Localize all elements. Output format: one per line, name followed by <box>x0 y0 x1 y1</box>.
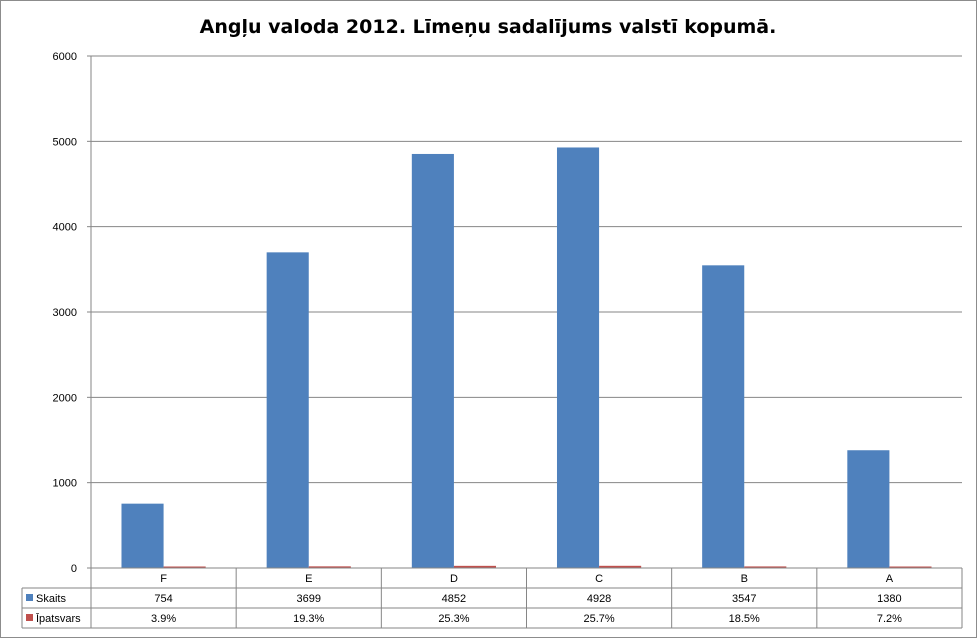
data-label: 4852 <box>442 593 466 605</box>
data-label: 7.2% <box>877 613 902 625</box>
x-tick-label: B <box>741 573 748 585</box>
x-tick-label: C <box>595 573 603 585</box>
data-label: 3547 <box>732 593 756 605</box>
data-label: 4928 <box>587 593 611 605</box>
y-tick-label: 6000 <box>53 51 77 63</box>
data-label: 25.3% <box>438 613 469 625</box>
x-tick-label: E <box>305 573 312 585</box>
data-label: 19.3% <box>293 613 324 625</box>
data-label: 3.9% <box>151 613 176 625</box>
bar--patsvars-b <box>744 566 787 568</box>
bar--patsvars-a <box>889 566 932 568</box>
y-tick-label: 3000 <box>53 307 77 319</box>
y-tick-label: 0 <box>71 563 77 575</box>
bar-skaits-e <box>266 252 309 569</box>
bar-skaits-c <box>556 147 600 568</box>
bar-skaits-d <box>411 153 454 569</box>
data-label: 754 <box>154 593 172 605</box>
data-label: 25.7% <box>583 613 614 625</box>
y-tick-label: 4000 <box>53 222 77 234</box>
x-tick-label: D <box>450 573 458 585</box>
y-tick-label: 2000 <box>53 392 77 404</box>
bar--patsvars-e <box>308 566 351 568</box>
bar-skaits-f <box>121 503 164 568</box>
bar--patsvars-c <box>599 565 642 568</box>
y-tick-label: 1000 <box>53 478 77 490</box>
x-tick-label: A <box>886 573 894 585</box>
legend-swatch <box>26 614 33 621</box>
data-label: 18.5% <box>729 613 760 625</box>
bar--patsvars-d <box>453 565 497 568</box>
bar-skaits-a <box>847 450 890 568</box>
data-label: 1380 <box>877 593 901 605</box>
y-tick-label: 5000 <box>53 136 77 148</box>
data-label: 3699 <box>297 593 321 605</box>
bar-skaits-b <box>702 265 745 568</box>
legend-label: Skaits <box>36 593 66 605</box>
legend-swatch <box>26 594 33 601</box>
bar--patsvars-f <box>163 566 206 568</box>
legend-label: Īpatsvars <box>36 613 81 625</box>
chart-title: Angļu valoda 2012. Līmeņu sadalījums val… <box>200 16 777 38</box>
x-tick-label: F <box>160 573 167 585</box>
